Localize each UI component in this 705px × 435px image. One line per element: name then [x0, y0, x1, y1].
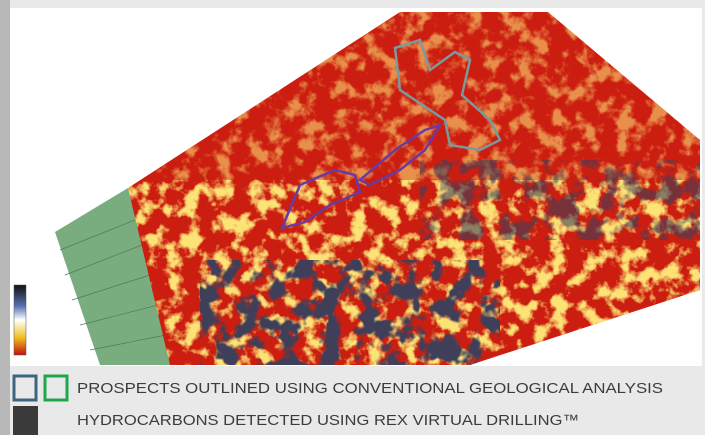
- swatch-block: [13, 406, 38, 435]
- prospect-outline: [393, 38, 502, 152]
- legend-label: HYDROCARBONS DETECTED USING REX VIRTUAL …: [77, 412, 579, 429]
- green-strip: [55, 188, 172, 365]
- color-bar: [13, 284, 27, 356]
- strip-lines: [59, 219, 167, 351]
- attribute-map: [128, 12, 700, 365]
- prospect-swatch: [12, 374, 38, 402]
- legend-label: PROSPECTS OUTLINED USING CONVENTIONAL GE…: [77, 380, 663, 397]
- hydrocarbon-swatch: [43, 374, 69, 402]
- hydrocarbon-outline: [279, 122, 443, 230]
- frame-edge: [0, 0, 10, 435]
